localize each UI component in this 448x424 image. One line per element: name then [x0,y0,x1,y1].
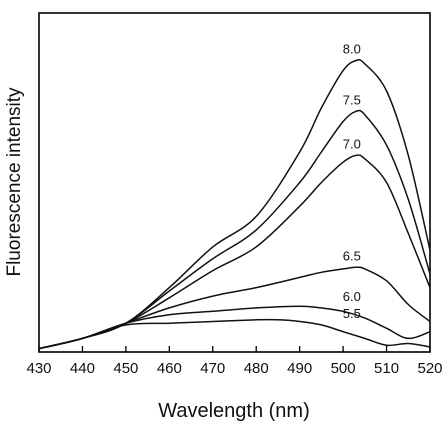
x-tick-label: 500 [331,360,356,377]
x-tick-label: 430 [26,360,51,377]
x-tick-label: 480 [244,360,269,377]
series-label: 6.5 [343,248,361,263]
x-tick-label: 520 [417,360,442,377]
x-axis-label: Wavelength (nm) [158,400,310,422]
series-line-ph-6-0 [38,305,431,350]
series-label: 7.0 [343,136,361,151]
x-tick-label: 470 [200,360,225,377]
series-label: 7.5 [343,92,361,107]
series-line-ph-8-0 [38,58,431,350]
x-axis: 430 440 450 460 470 480 490 500 510 520 [26,346,443,377]
series-line-ph-7-0 [38,154,431,350]
x-tick-label: 450 [113,360,138,377]
x-tick-label: 510 [374,360,399,377]
y-axis-label: Fluorescence intensity [4,87,25,277]
series-line-ph-5-5 [38,318,431,350]
series-label: 8.0 [343,41,361,56]
plot-frame [38,12,431,353]
series-line-ph-6-5 [38,266,431,350]
x-tick-label: 490 [287,360,312,377]
series-label: 5.5 [343,306,361,321]
x-tick-label: 460 [157,360,182,377]
series-lines [38,58,431,350]
series-labels: 8.0 7.5 7.0 6.5 6.0 5.5 [343,41,361,320]
series-line-ph-7-5 [38,109,431,350]
x-tick-label: 440 [70,360,95,377]
series-label: 6.0 [343,289,361,304]
